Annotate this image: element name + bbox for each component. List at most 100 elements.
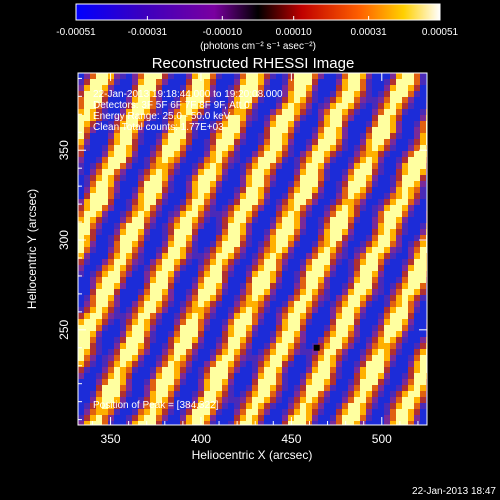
heatmap-cell: [120, 367, 126, 373]
heatmap-cell: [348, 337, 354, 343]
heatmap-cell: [360, 97, 366, 103]
heatmap-cell: [372, 187, 378, 193]
heatmap-cell: [420, 103, 426, 109]
heatmap-cell: [240, 373, 246, 379]
heatmap-cell: [180, 241, 186, 247]
heatmap-cell: [126, 283, 132, 289]
heatmap-cell: [120, 343, 126, 349]
heatmap-cell: [420, 193, 426, 199]
heatmap-cell: [210, 409, 216, 415]
heatmap-cell: [414, 247, 420, 253]
heatmap-cell: [102, 97, 108, 103]
heatmap-cell: [204, 187, 210, 193]
heatmap-cell: [318, 295, 324, 301]
heatmap-cell: [360, 403, 366, 409]
heatmap-cell: [90, 151, 96, 157]
heatmap-cell: [318, 187, 324, 193]
heatmap-cell: [306, 277, 312, 283]
heatmap-cell: [264, 307, 270, 313]
heatmap-cell: [348, 211, 354, 217]
heatmap-cell: [390, 91, 396, 97]
heatmap-cell: [372, 133, 378, 139]
heatmap-cell: [264, 409, 270, 415]
heatmap-cell: [342, 139, 348, 145]
heatmap-cell: [372, 217, 378, 223]
heatmap-cell: [252, 361, 258, 367]
heatmap-cell: [288, 109, 294, 115]
chart-title: Reconstructed RHESSI Image: [152, 55, 355, 72]
heatmap-cell: [210, 397, 216, 403]
heatmap-cell: [222, 313, 228, 319]
heatmap-cell: [348, 409, 354, 415]
heatmap-cell: [102, 325, 108, 331]
heatmap-cell: [402, 391, 408, 397]
heatmap-cell: [234, 205, 240, 211]
heatmap-cell: [300, 175, 306, 181]
heatmap-cell: [180, 151, 186, 157]
heatmap-cell: [192, 325, 198, 331]
heatmap-cell: [108, 289, 114, 295]
heatmap-cell: [102, 91, 108, 97]
heatmap-cell: [294, 337, 300, 343]
heatmap-cell: [240, 403, 246, 409]
heatmap-cell: [222, 205, 228, 211]
heatmap-cell: [222, 325, 228, 331]
heatmap-cell: [228, 223, 234, 229]
heatmap-cell: [216, 379, 222, 385]
heatmap-cell: [324, 331, 330, 337]
heatmap-cell: [372, 355, 378, 361]
heatmap-cell: [180, 223, 186, 229]
heatmap-cell: [318, 313, 324, 319]
heatmap-cell: [210, 253, 216, 259]
heatmap-cell: [324, 139, 330, 145]
heatmap-cell: [294, 139, 300, 145]
heatmap-cell: [234, 313, 240, 319]
heatmap-cell: [300, 97, 306, 103]
heatmap-cell: [156, 205, 162, 211]
heatmap-cell: [384, 259, 390, 265]
heatmap-cell: [420, 313, 426, 319]
heatmap-cell: [132, 199, 138, 205]
heatmap-cell: [336, 397, 342, 403]
heatmap-cell: [78, 403, 84, 409]
heatmap-cell: [408, 169, 414, 175]
heatmap-cell: [216, 103, 222, 109]
heatmap-cell: [378, 301, 384, 307]
heatmap-cell: [300, 397, 306, 403]
heatmap-cell: [336, 91, 342, 97]
heatmap-cell: [114, 235, 120, 241]
heatmap-cell: [78, 367, 84, 373]
heatmap-cell: [378, 271, 384, 277]
heatmap-cell: [174, 289, 180, 295]
heatmap-cell: [156, 223, 162, 229]
heatmap-cell: [162, 103, 168, 109]
heatmap-cell: [120, 163, 126, 169]
heatmap-cell: [150, 109, 156, 115]
heatmap-cell: [138, 325, 144, 331]
heatmap-cell: [294, 289, 300, 295]
heatmap-cell: [84, 193, 90, 199]
heatmap-cell: [168, 103, 174, 109]
heatmap-cell: [396, 79, 402, 85]
heatmap-cell: [264, 379, 270, 385]
heatmap-cell: [102, 205, 108, 211]
heatmap-cell: [168, 313, 174, 319]
heatmap-cell: [138, 421, 144, 425]
heatmap-cell: [330, 289, 336, 295]
heatmap-cell: [192, 235, 198, 241]
heatmap-cell: [384, 355, 390, 361]
heatmap-cell: [384, 139, 390, 145]
heatmap-cell: [384, 115, 390, 121]
heatmap-cell: [270, 319, 276, 325]
heatmap-cell: [204, 121, 210, 127]
heatmap-cell: [132, 235, 138, 241]
heatmap-cell: [126, 97, 132, 103]
heatmap-cell: [408, 133, 414, 139]
heatmap-cell: [312, 187, 318, 193]
heatmap-cell: [264, 403, 270, 409]
heatmap-cell: [78, 253, 84, 259]
heatmap-cell: [78, 145, 84, 151]
heatmap-cell: [258, 163, 264, 169]
heatmap-cell: [384, 145, 390, 151]
heatmap-cell: [240, 109, 246, 115]
